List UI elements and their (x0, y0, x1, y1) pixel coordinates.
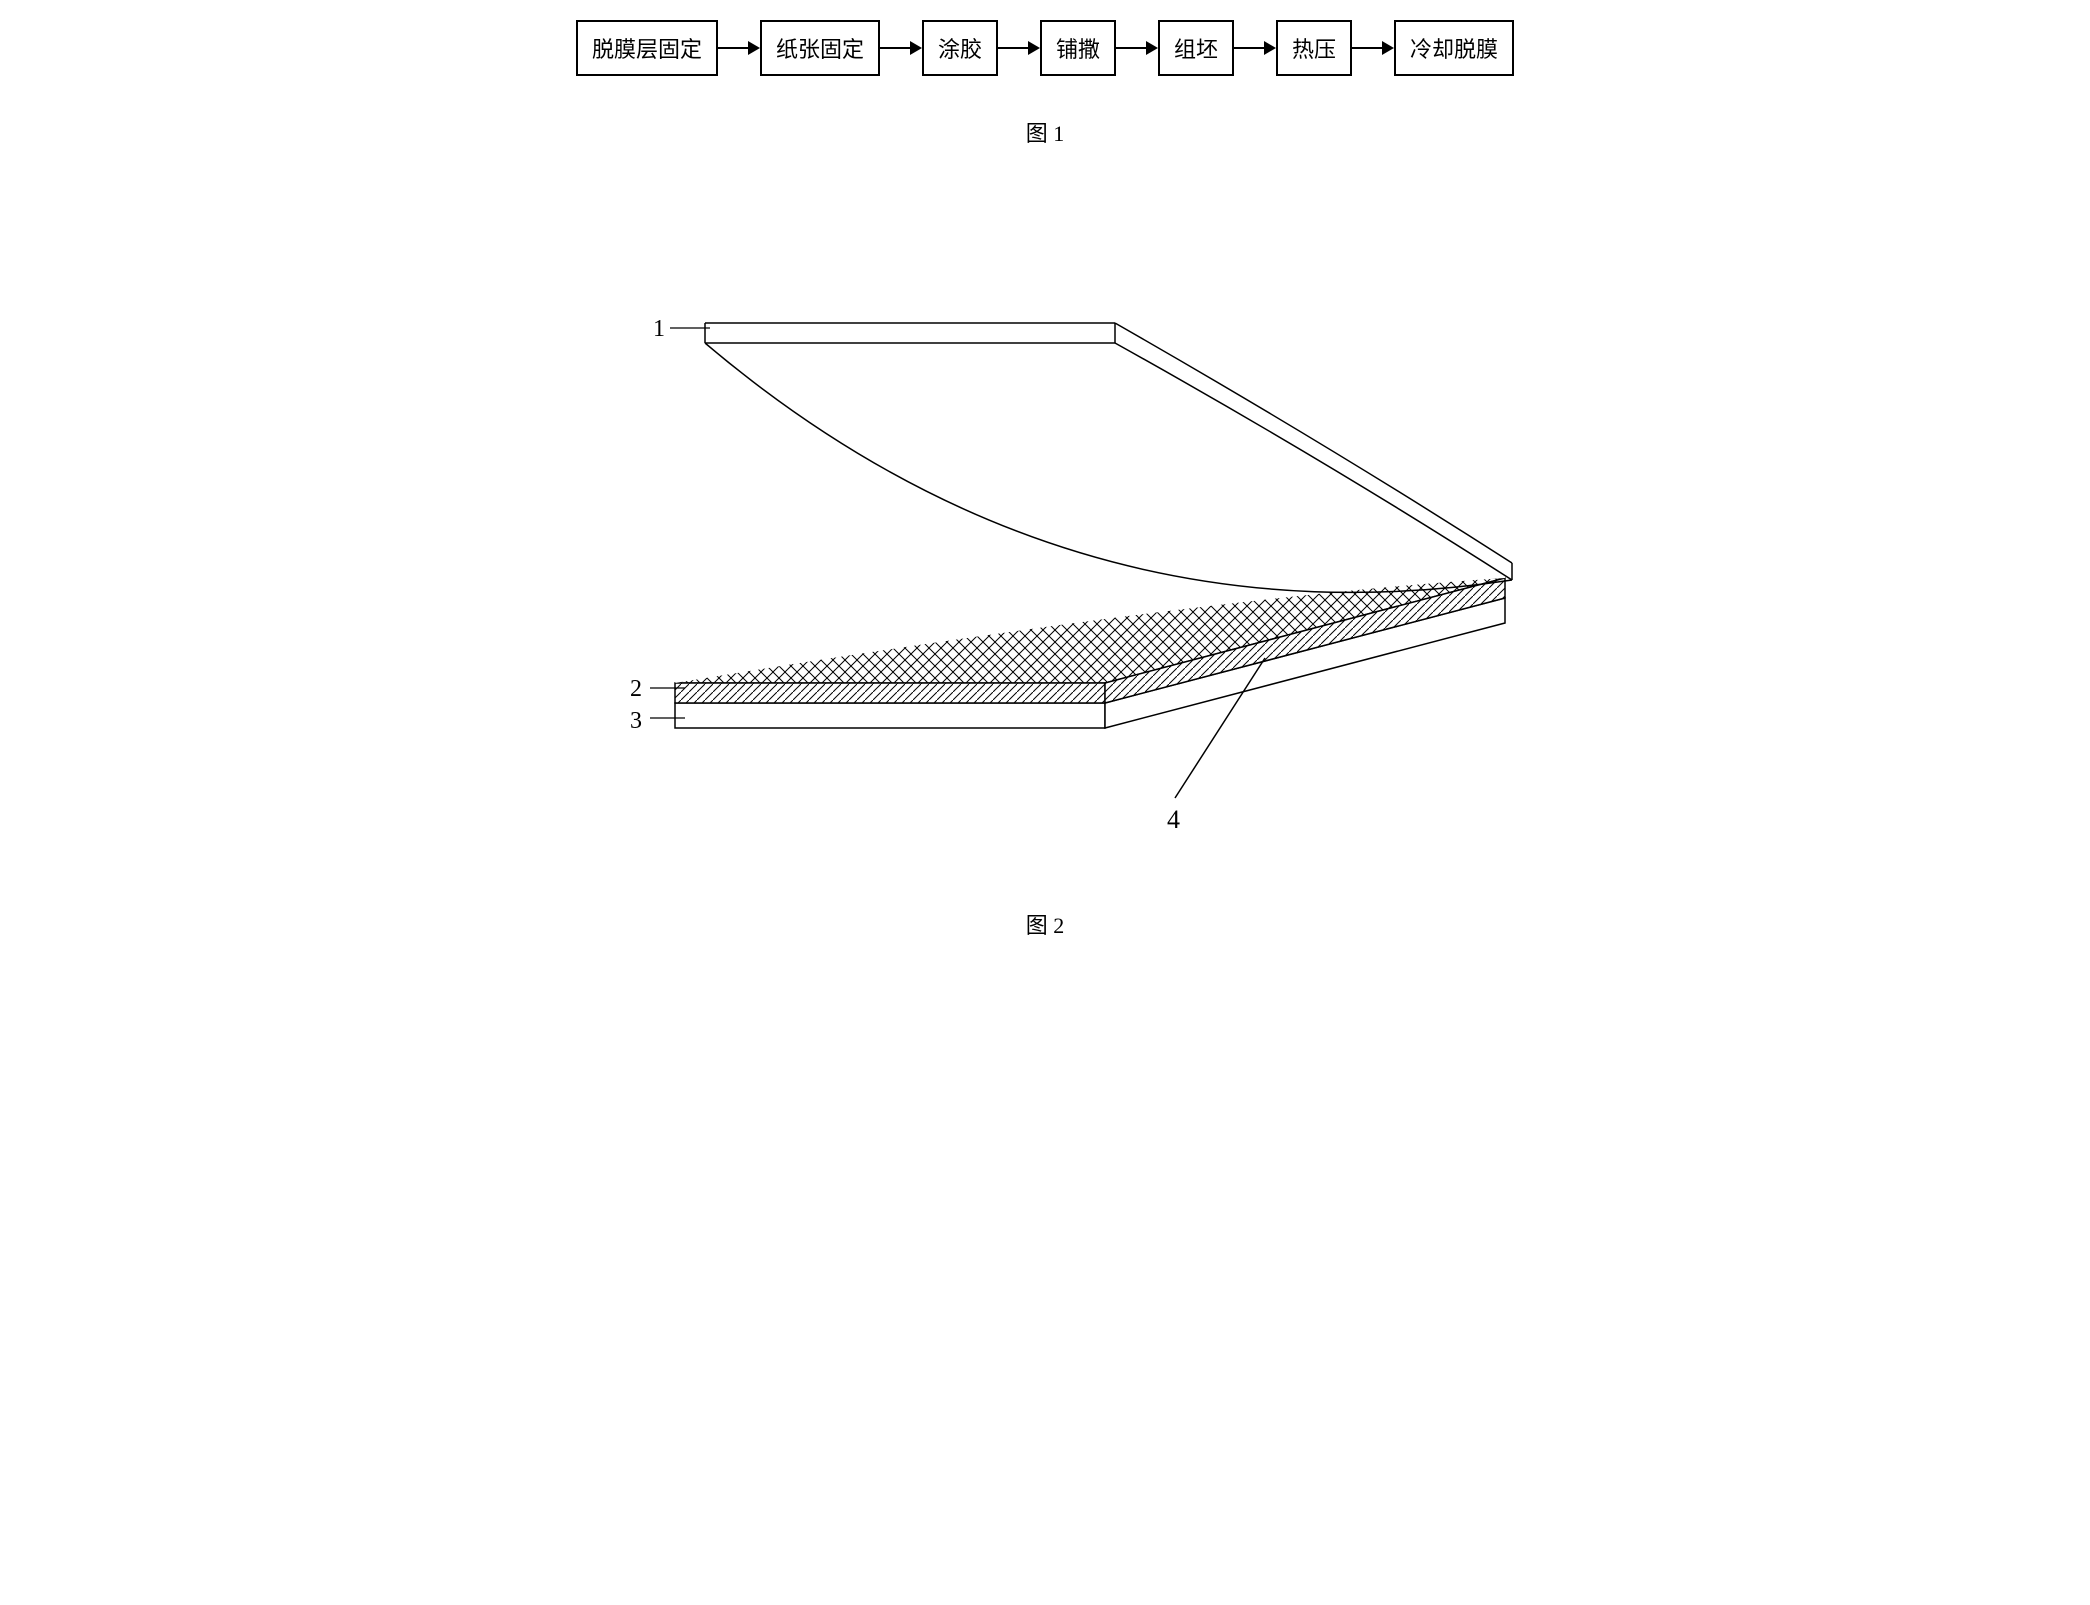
arrow-icon (1116, 41, 1158, 55)
flow-step: 涂胶 (922, 20, 998, 76)
label-4: 4 (1167, 805, 1180, 834)
flow-step: 冷却脱膜 (1394, 20, 1514, 76)
arrow-icon (880, 41, 922, 55)
figure-1-label: 图 1 (20, 116, 2070, 148)
flow-step: 纸张固定 (760, 20, 880, 76)
label-1: 1 (653, 316, 665, 342)
process-flowchart: 脱膜层固定 纸张固定 涂胶 铺撒 组坯 热压 冷却脱膜 (20, 20, 2070, 76)
flow-step: 脱膜层固定 (576, 20, 718, 76)
arrow-icon (1234, 41, 1276, 55)
flow-step: 铺撒 (1040, 20, 1116, 76)
figure-2-label: 图 2 (20, 908, 2070, 940)
flow-step: 组坯 (1158, 20, 1234, 76)
arrow-icon (998, 41, 1040, 55)
layered-diagram: 1 2 3 4 (545, 228, 1545, 878)
label-2: 2 (630, 676, 642, 702)
flow-step: 热压 (1276, 20, 1352, 76)
arrow-icon (718, 41, 760, 55)
arrow-icon (1352, 41, 1394, 55)
label-3: 3 (630, 708, 642, 734)
